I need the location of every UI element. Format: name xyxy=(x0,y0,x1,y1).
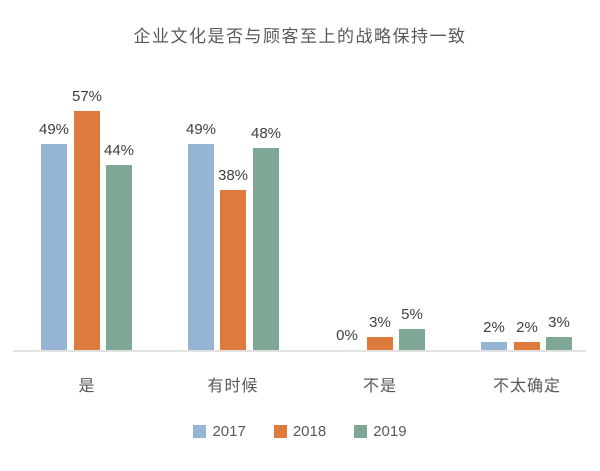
x-axis-label-cat0: 是 xyxy=(78,378,96,395)
bar-2019-cat0 xyxy=(106,165,132,350)
chart-title: 企业文化是否与顾客至上的战略保持一致 xyxy=(133,27,467,46)
bar-2019-cat1 xyxy=(253,148,279,350)
legend: 2017 2018 2019 xyxy=(0,423,600,440)
value-label-2017-cat3: 2% xyxy=(483,319,505,336)
legend-item-2019: 2019 xyxy=(354,423,407,440)
legend-label-2019: 2019 xyxy=(373,423,407,440)
value-label-2017-cat2: 0% xyxy=(336,327,358,344)
value-label-2017-cat1: 49% xyxy=(185,121,217,138)
x-axis-label-cat1: 有时候 xyxy=(207,378,259,395)
x-axis-label-cat2: 不是 xyxy=(362,378,397,395)
x-axis-label-cat3: 不太确定 xyxy=(492,378,561,395)
value-label-2018-cat3: 2% xyxy=(516,319,538,336)
value-label-2018-cat0: 57% xyxy=(71,88,103,105)
bar-2019-cat2 xyxy=(399,329,425,350)
bar-2018-cat2 xyxy=(367,337,393,350)
legend-swatch-2017 xyxy=(193,425,207,438)
value-label-2017-cat0: 49% xyxy=(38,121,70,138)
value-label-2019-cat0: 44% xyxy=(103,142,135,159)
value-label-2019-cat3: 3% xyxy=(548,314,570,331)
value-label-2018-cat2: 3% xyxy=(369,314,391,331)
bar-2018-cat3 xyxy=(514,342,540,350)
bar-2018-cat0 xyxy=(74,111,100,350)
x-axis-line xyxy=(13,350,586,352)
legend-label-2017: 2017 xyxy=(212,423,246,440)
legend-label-2018: 2018 xyxy=(292,423,327,440)
value-label-2019-cat1: 48% xyxy=(250,125,282,142)
bar-2017-cat1 xyxy=(188,144,214,350)
bar-2019-cat3 xyxy=(546,337,572,350)
legend-swatch-2019 xyxy=(354,425,368,438)
value-label-2018-cat1: 38% xyxy=(217,167,249,184)
bar-2017-cat0 xyxy=(41,144,67,350)
legend-item-2018: 2018 xyxy=(273,423,327,440)
value-label-2019-cat2: 5% xyxy=(401,306,423,323)
bar-2017-cat3 xyxy=(481,342,507,350)
legend-swatch-2018 xyxy=(273,425,287,438)
bar-2018-cat1 xyxy=(220,190,246,350)
legend-item-2017: 2017 xyxy=(193,423,246,440)
